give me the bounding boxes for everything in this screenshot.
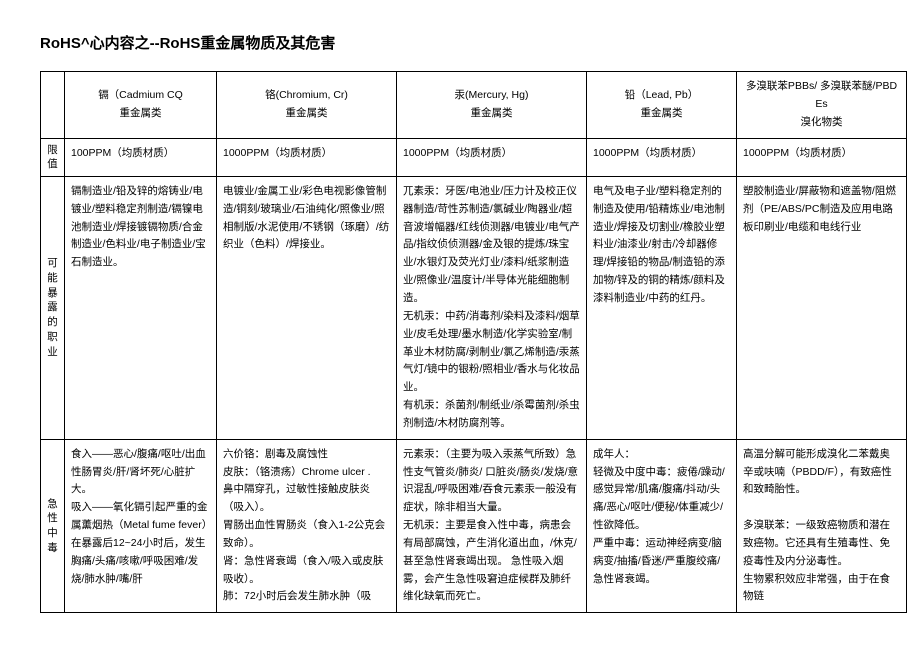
exposure-pbb: 塑胶制造业/屏蔽物和遮盖物/阻燃剂（PE/ABS/PC制造及应用电路板印刷业/电… [737, 176, 907, 439]
row-acute: 急性中毒 食入——恶心/腹痛/呕吐/出血性肠胃炎/肝/肾坏死/心脏扩大。吸入——… [41, 439, 907, 613]
limit-pbb: 1000PPM（均质材质） [737, 138, 907, 176]
header-pbb: 多溴联苯PBBs/ 多溴联苯醚/PBDEs溴化物类 [737, 72, 907, 139]
row-exposure: 可能暴露的职业 镉制造业/铅及锌的熔铸业/电镀业/塑料稳定剂制造/镉镍电池制造业… [41, 176, 907, 439]
row-limit: 限值 100PPM（均质材质） 1000PPM（均质材质） 1000PPM（均质… [41, 138, 907, 176]
header-row: 镉（Cadmium CQ重金属类 铬(Chromium, Cr)重金属类 汞(M… [41, 72, 907, 139]
row-limit-label: 限值 [41, 138, 65, 176]
limit-cd: 100PPM（均质材质） [65, 138, 217, 176]
limit-cr: 1000PPM（均质材质） [217, 138, 397, 176]
exposure-hg: 兀素汞：牙医/电池业/压力计及校正仪器制造/苛性苏制造/氯碱业/陶器业/超音波增… [397, 176, 587, 439]
header-hg: 汞(Mercury, Hg)重金属类 [397, 72, 587, 139]
rohs-table: 镉（Cadmium CQ重金属类 铬(Chromium, Cr)重金属类 汞(M… [40, 71, 907, 613]
row-acute-label: 急性中毒 [41, 439, 65, 613]
acute-cr: 六价铬：剧毒及腐蚀性皮肤：（铬溃疡）Chrome ulcer .鼻中隔穿孔，过敏… [217, 439, 397, 613]
header-cd: 镉（Cadmium CQ重金属类 [65, 72, 217, 139]
header-cr: 铬(Chromium, Cr)重金属类 [217, 72, 397, 139]
exposure-cr: 电镀业/金属工业/彩色电视影像管制造/铜刻/玻璃业/石油纯化/照像业/照相制版/… [217, 176, 397, 439]
acute-pbb: 高温分解可能形成溴化二苯戴奥辛或呋喃（PBDD/F），有致癌性和致畸胎性。多溴联… [737, 439, 907, 613]
acute-pb: 成年人：轻微及中度中毒：疲倦/躁动/感觉异常/肌痛/腹痛/抖动/头痛/恶心/呕吐… [587, 439, 737, 613]
exposure-pb: 电气及电子业/塑料稳定剂的制造及使用/铅精炼业/电池制造业/焊接及切割业/橡胶业… [587, 176, 737, 439]
header-blank [41, 72, 65, 139]
row-exposure-label: 可能暴露的职业 [41, 176, 65, 439]
acute-hg: 元素汞：（主要为吸入汞蒸气所致）急性支气管炎/肺炎/ 口脏炎/肠炎/发烧/意识混… [397, 439, 587, 613]
page-title: RoHS^心内容之--RoHS重金属物质及其危害 [40, 32, 880, 53]
limit-hg: 1000PPM（均质材质） [397, 138, 587, 176]
header-pb: 铅（Lead, Pb）重金属类 [587, 72, 737, 139]
acute-cd: 食入——恶心/腹痛/呕吐/出血性肠胃炎/肝/肾坏死/心脏扩大。吸入——氧化镉引起… [65, 439, 217, 613]
limit-pb: 1000PPM（均质材质） [587, 138, 737, 176]
exposure-cd: 镉制造业/铅及锌的熔铸业/电镀业/塑料稳定剂制造/镉镍电池制造业/焊接镀镉物质/… [65, 176, 217, 439]
